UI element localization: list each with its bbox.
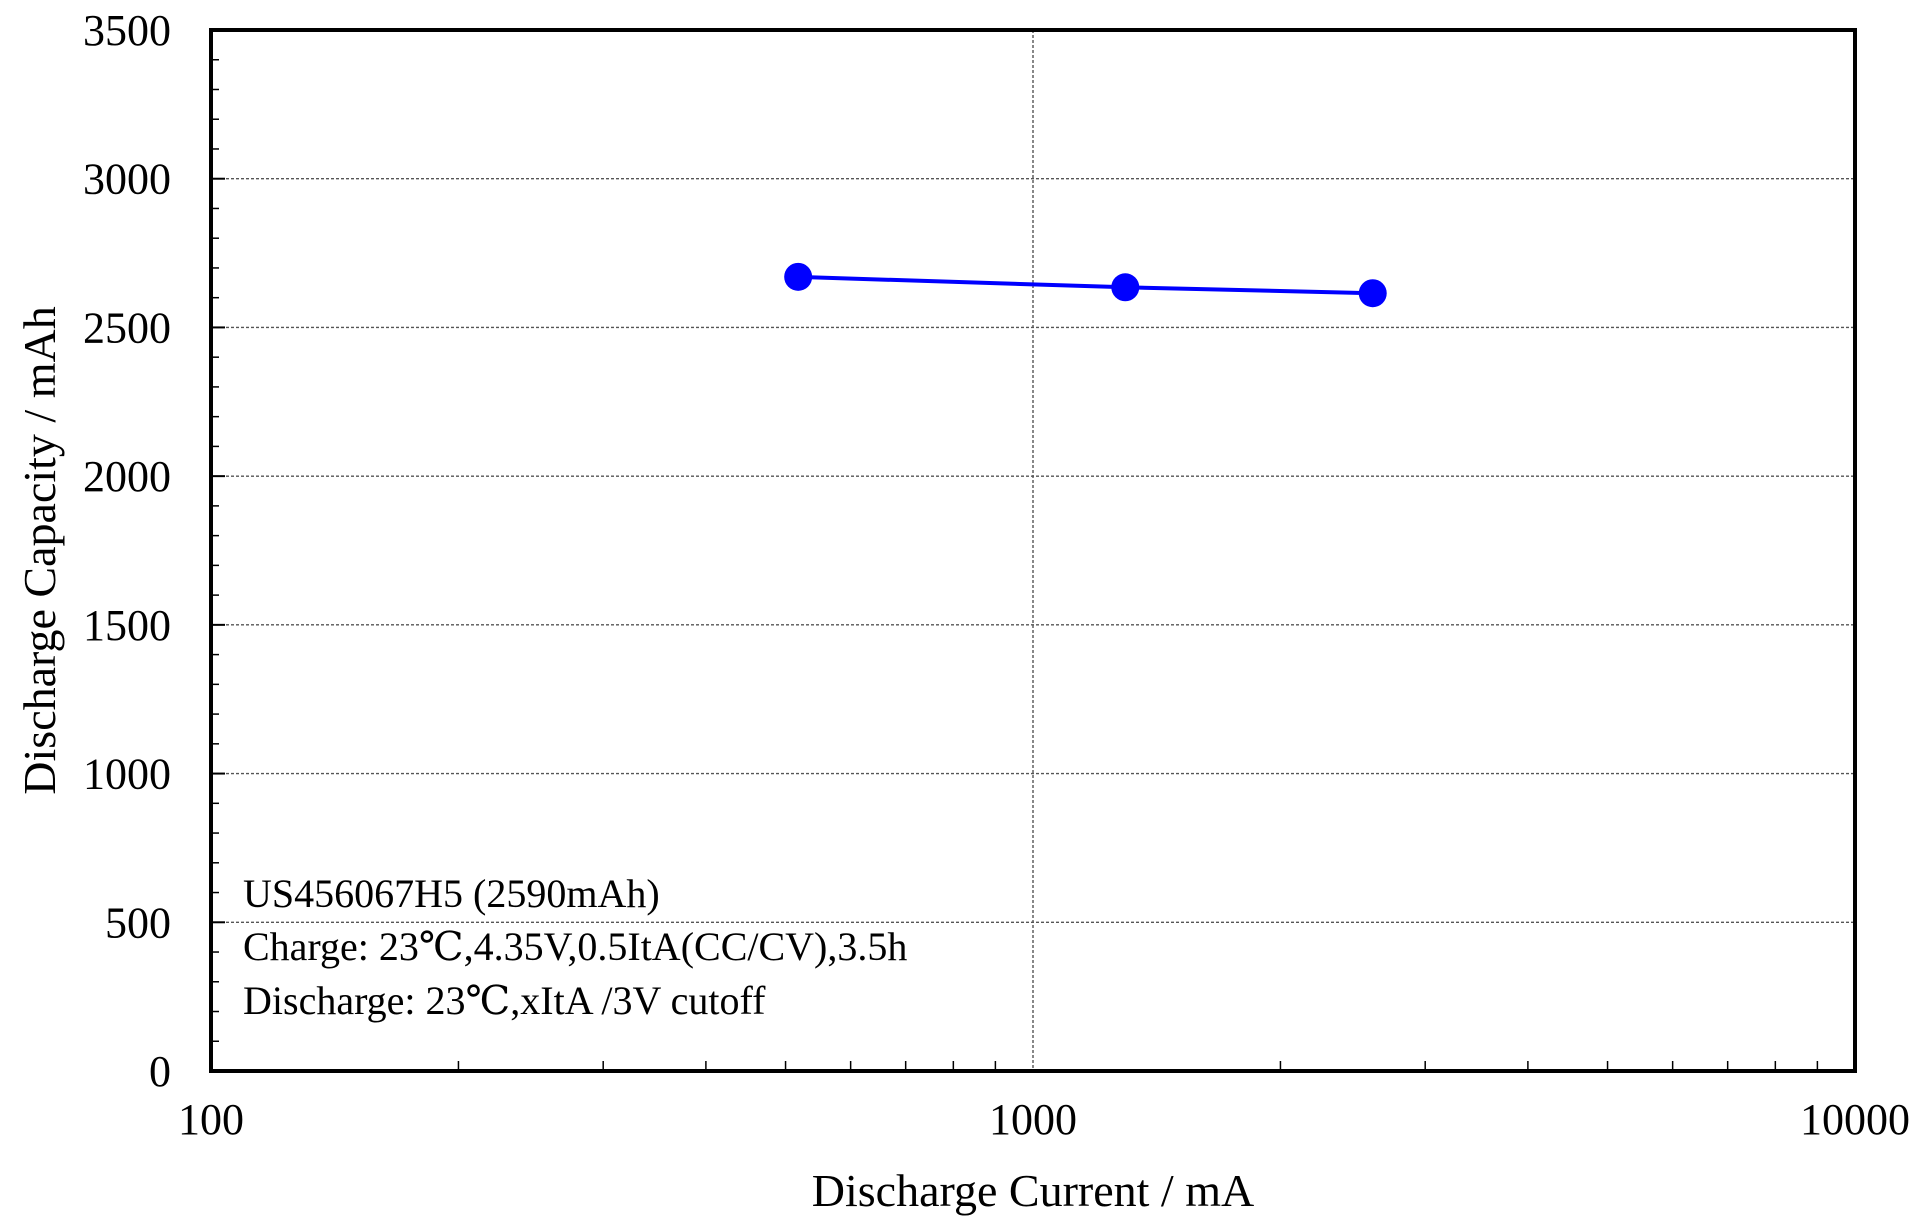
annotation-charge-conditions: Charge: 23℃,4.35V,0.5ItA(CC/CV),3.5h xyxy=(243,924,907,969)
data-point xyxy=(784,263,812,291)
label-layer: 0 500 1000 1500 2000 2500 3000 3500 100 1000 10000 xyxy=(83,6,1910,1144)
y-tick-label: 3500 xyxy=(83,6,171,55)
data-point xyxy=(1359,279,1387,307)
y-tick-label: 1000 xyxy=(83,750,171,799)
series-layer xyxy=(784,263,1387,307)
data-point xyxy=(1111,273,1139,301)
series-line xyxy=(798,277,1372,293)
y-tick-label: 500 xyxy=(105,898,171,947)
x-axis-title: Discharge Current / mA xyxy=(812,1165,1254,1216)
y-tick-label: 1500 xyxy=(83,601,171,650)
x-tick-label: 10000 xyxy=(1800,1095,1910,1144)
y-tick-label: 3000 xyxy=(83,155,171,204)
y-tick-label: 0 xyxy=(149,1047,171,1096)
x-tick-label: 100 xyxy=(178,1095,244,1144)
annotation-cell-model: US456067H5 (2590mAh) xyxy=(243,871,660,916)
y-tick-label: 2000 xyxy=(83,452,171,501)
y-tick-label: 2500 xyxy=(83,303,171,352)
x-tick-label: 1000 xyxy=(989,1095,1077,1144)
y-axis-title: Discharge Capacity / mAh xyxy=(14,306,65,794)
annotation-discharge-conditions: Discharge: 23℃,xItA /3V cutoff xyxy=(243,978,766,1023)
